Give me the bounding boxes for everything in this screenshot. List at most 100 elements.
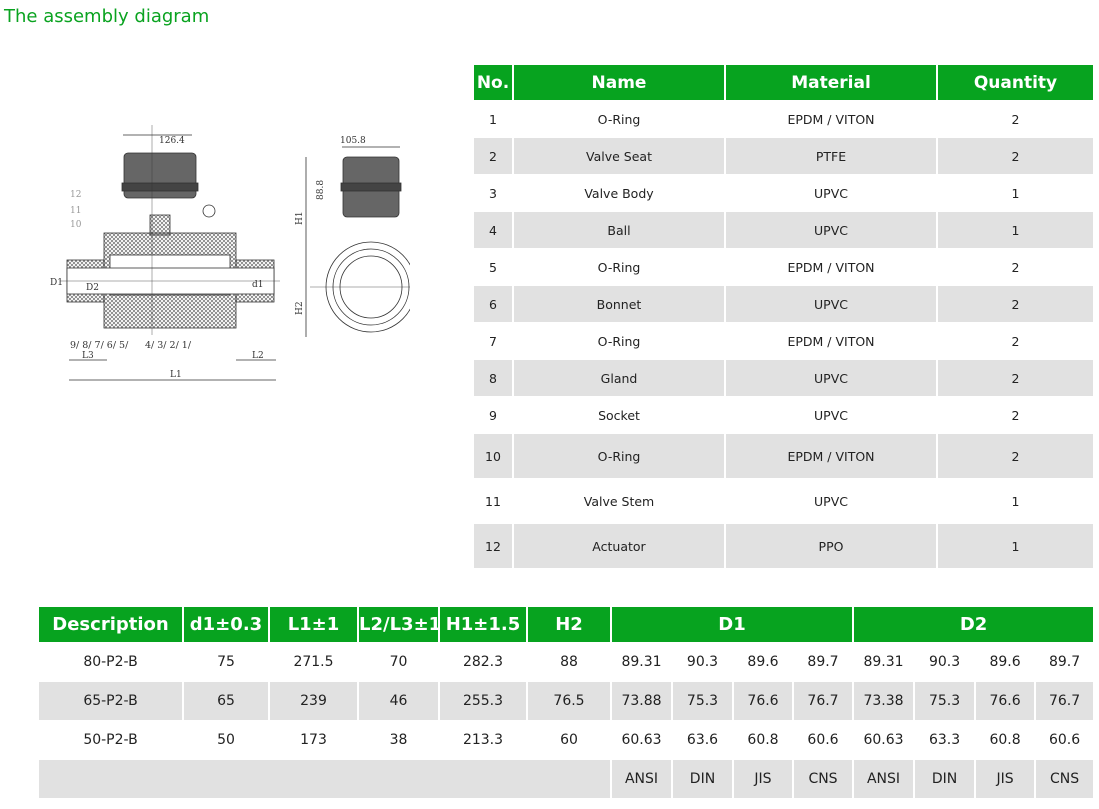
spec-cell: 38 — [357, 720, 439, 760]
parts-cell: EPDM / VITON — [724, 100, 937, 138]
spec-header-cell: D2 — [852, 607, 1094, 643]
spec-header-cell: Description — [37, 607, 183, 643]
spec-cell: 90.3 — [913, 642, 976, 682]
dim-D1: D1 — [50, 278, 63, 288]
parts-header-row: No. Name Material Quantity — [472, 65, 1093, 101]
spec-cell: 89.7 — [1034, 642, 1094, 682]
spec-cell: 60.63 — [852, 720, 915, 760]
parts-cell: UPVC — [724, 174, 937, 212]
parts-cell: Valve Seat — [512, 137, 725, 175]
parts-cell: 12 — [472, 523, 513, 568]
parts-cell: Socket — [512, 396, 725, 434]
spec-cell: 60.8 — [732, 720, 793, 760]
spec-cell: 239 — [268, 681, 358, 721]
parts-cell: UPVC — [724, 359, 937, 397]
parts-cell: 2 — [472, 137, 513, 175]
standards-row: ANSI DIN JIS CNS ANSI DIN JIS CNS — [37, 759, 1094, 798]
parts-cell: 10 — [472, 433, 513, 479]
spec-cell: 89.6 — [732, 642, 793, 682]
spec-cell: 90.3 — [671, 642, 733, 682]
dim-H1: H1 — [295, 211, 305, 225]
parts-table: No. Name Material Quantity 1 O-Ring EPDM / VI… — [472, 65, 1093, 568]
parts-cell: EPDM / VITON — [724, 433, 937, 479]
width-label: 126.4 — [159, 136, 185, 146]
parts-cell: UPVC — [724, 285, 937, 323]
spec-cell: 65-P2-B — [37, 681, 183, 721]
spec-cell: 60.63 — [610, 720, 672, 760]
spec-cell: 271.5 — [268, 642, 358, 682]
parts-cell: 7 — [472, 322, 513, 360]
dim-L1: L1 — [170, 370, 182, 380]
parts-cell: UPVC — [724, 478, 937, 524]
spec-cell: 282.3 — [438, 642, 527, 682]
parts-cell: 2 — [936, 433, 1093, 479]
spec-header-cell: d1±0.3 — [182, 607, 269, 643]
parts-cell: 2 — [936, 100, 1093, 138]
spec-cell: 63.6 — [671, 720, 733, 760]
parts-cell: 11 — [472, 478, 513, 524]
table-row: 9 Socket UPVC 2 — [472, 396, 1093, 434]
parts-cell: PTFE — [724, 137, 937, 175]
spec-cell: 76.7 — [1034, 681, 1094, 721]
callout-10: 10 — [70, 220, 82, 230]
spec-cell: 73.38 — [852, 681, 915, 721]
parts-cell: Valve Stem — [512, 478, 725, 524]
parts-cell: 6 — [472, 285, 513, 323]
parts-cell: 2 — [936, 322, 1093, 360]
table-row: 2 Valve Seat PTFE 2 — [472, 137, 1093, 175]
spec-cell: 65 — [182, 681, 269, 721]
table-row: 12 Actuator PPO 1 — [472, 523, 1093, 568]
parts-cell: 1 — [472, 100, 513, 138]
callout-11: 11 — [70, 206, 81, 216]
spec-cell: 75 — [182, 642, 269, 682]
spec-cell: 70 — [357, 642, 439, 682]
parts-cell: 3 — [472, 174, 513, 212]
table-row: 5 O-Ring EPDM / VITON 2 — [472, 248, 1093, 286]
parts-cell: O-Ring — [512, 100, 725, 138]
spec-cell: 255.3 — [438, 681, 527, 721]
parts-cell: EPDM / VITON — [724, 248, 937, 286]
spec-cell: 75.3 — [913, 681, 976, 721]
parts-cell: 1 — [936, 174, 1093, 212]
spec-cell: 76.7 — [791, 681, 854, 721]
parts-cell: 2 — [936, 137, 1093, 175]
parts-cell: 2 — [936, 359, 1093, 397]
parts-cell: EPDM / VITON — [724, 322, 937, 360]
spec-cell: 46 — [357, 681, 439, 721]
spec-header-cell: H1±1.5 — [438, 607, 527, 643]
spec-cell: 50 — [182, 720, 269, 760]
spec-cell: 213.3 — [438, 720, 527, 760]
parts-cell: UPVC — [724, 211, 937, 249]
spec-cell: 89.31 — [610, 642, 672, 682]
blank-cell — [37, 759, 611, 798]
parts-cell: 2 — [936, 248, 1093, 286]
table-row: 6 Bonnet UPVC 2 — [472, 285, 1093, 323]
dim-L3: L3 — [82, 351, 94, 361]
standard-cell: CNS — [1034, 759, 1094, 798]
parts-cell: 1 — [936, 478, 1093, 524]
spec-cell: 76.6 — [974, 681, 1036, 721]
parts-cell: UPVC — [724, 396, 937, 434]
spec-cell: 60.6 — [1034, 720, 1094, 760]
standard-cell: ANSI — [852, 759, 915, 798]
table-row: 8 Gland UPVC 2 — [472, 359, 1093, 397]
spec-cell: 76.5 — [526, 681, 611, 721]
parts-cell: O-Ring — [512, 322, 725, 360]
standard-cell: JIS — [974, 759, 1036, 798]
table-row: 11 Valve Stem UPVC 1 — [472, 478, 1093, 524]
spec-cell: 60.6 — [791, 720, 854, 760]
side-width-label: 105.8 — [340, 136, 366, 146]
spec-header-cell: L1±1 — [268, 607, 358, 643]
parts-cell: 2 — [936, 396, 1093, 434]
table-row: 7 O-Ring EPDM / VITON 2 — [472, 322, 1093, 360]
dim-d1: d1 — [252, 280, 264, 290]
parts-cell: 4 — [472, 211, 513, 249]
standard-cell: DIN — [913, 759, 976, 798]
table-row: 1 O-Ring EPDM / VITON 2 — [472, 100, 1093, 138]
table-row: 3 Valve Body UPVC 1 — [472, 174, 1093, 212]
table-row: 10 O-Ring EPDM / VITON 2 — [472, 433, 1093, 479]
side-view — [305, 146, 410, 337]
parts-cell: 2 — [936, 285, 1093, 323]
spec-cell: 89.6 — [974, 642, 1036, 682]
dim-L2: L2 — [252, 351, 264, 361]
